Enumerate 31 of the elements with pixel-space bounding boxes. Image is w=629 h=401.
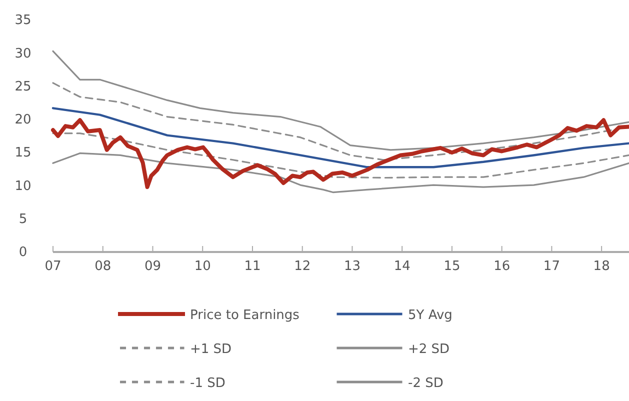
x-tick-label: 15 — [444, 259, 460, 274]
line-series — [52, 107, 629, 168]
legend-label: +2 SD — [408, 342, 450, 357]
x-tick-label: 07 — [44, 259, 62, 274]
line-series — [52, 50, 629, 151]
x-tick-label: 13 — [344, 259, 360, 274]
y-tick-label: 10 — [14, 178, 32, 194]
legend-label: +1 SD — [190, 342, 232, 357]
x-tick-label: 11 — [244, 259, 261, 274]
y-tick-label: 0 — [18, 245, 28, 260]
y-tick-label: 25 — [14, 79, 32, 94]
legend-label: Price to Earnings — [190, 308, 300, 323]
x-tick-label: 09 — [144, 259, 162, 274]
legend-label: -2 SD — [408, 376, 444, 391]
y-tick-label: 35 — [14, 13, 32, 28]
line-series — [51, 118, 629, 190]
x-tick-label: 10 — [194, 259, 211, 274]
x-tick-label: 16 — [494, 259, 510, 274]
legend-label: 5Y Avg — [408, 308, 452, 323]
legend-label: -1 SD — [190, 376, 226, 391]
x-tick-label: 18 — [593, 259, 610, 274]
y-tick-label: 15 — [14, 146, 32, 161]
line-series — [52, 132, 629, 179]
y-tick-label: 20 — [14, 112, 32, 128]
x-tick-label: 17 — [543, 259, 560, 274]
x-tick-label: 08 — [94, 259, 112, 274]
y-tick-label: 30 — [14, 46, 32, 62]
line-series — [52, 152, 629, 194]
y-tick-label: 5 — [18, 212, 28, 228]
x-tick-label: 12 — [294, 259, 311, 274]
x-tick-label: 14 — [394, 259, 410, 274]
